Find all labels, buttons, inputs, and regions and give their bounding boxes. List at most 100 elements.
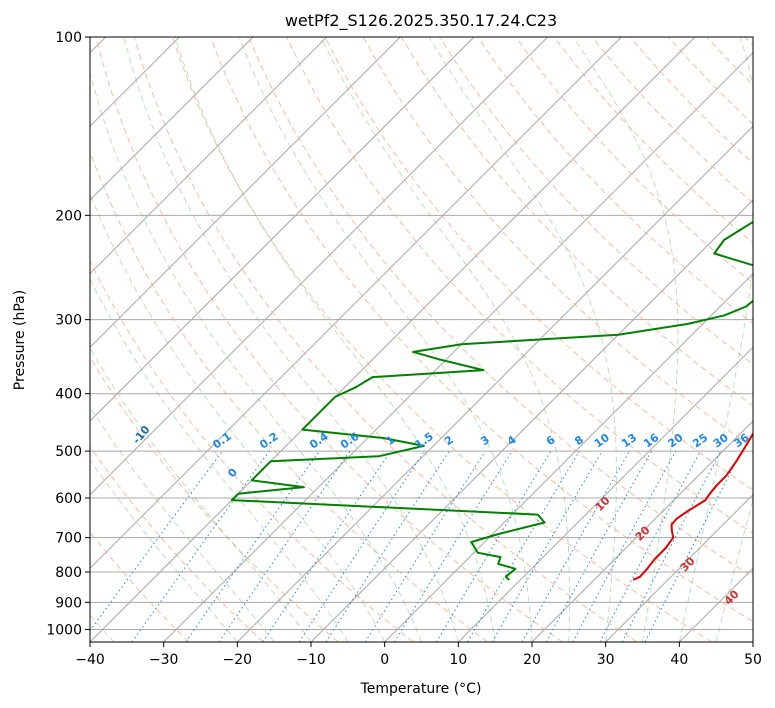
moist-adiabat-line xyxy=(90,347,312,642)
dry-adiabat-line xyxy=(90,150,488,642)
dry-adiabat-line xyxy=(95,37,563,642)
moist-adiabat-line xyxy=(572,37,679,642)
isotherm-line xyxy=(90,37,254,201)
mixing-ratio-label: 10 xyxy=(592,431,612,451)
x-tick-label: 50 xyxy=(744,652,762,668)
mixing-ratio-line xyxy=(185,450,320,642)
isotherm-line xyxy=(531,420,753,642)
dry-adiabats xyxy=(90,37,753,642)
isotherm-line xyxy=(163,51,753,642)
mixing-ratio-line xyxy=(131,450,270,642)
skewed-isotherms xyxy=(90,37,753,642)
mixing-ratio-line xyxy=(218,450,351,642)
mixing-ratio-line xyxy=(298,450,425,642)
chart-title: wetPf2_S126.2025.350.17.24.C23 xyxy=(285,11,557,31)
dry-adiabat-label: -10 xyxy=(130,423,153,447)
x-axis-label: Temperature (°C) xyxy=(360,681,482,697)
dry-adiabat-line xyxy=(90,531,190,642)
dry-adiabat-line xyxy=(210,37,753,623)
mixing-ratio-line xyxy=(393,450,513,642)
mixing-ratio-line xyxy=(599,450,701,642)
moist-adiabat-line xyxy=(90,192,386,642)
dry-adiabat-line xyxy=(706,37,753,86)
mixing-ratio-label: 13 xyxy=(619,431,639,450)
mixing-ratio-line xyxy=(262,450,392,642)
y-tick-label: 1000 xyxy=(46,622,82,638)
moist-adiabat-line xyxy=(678,37,753,642)
isotherm-line xyxy=(457,346,753,642)
mixing-ratio-line xyxy=(644,450,743,642)
dry-adiabat-line xyxy=(133,37,638,642)
y-axis-ticks: 100 200 300 400 500 600 700 800 900 1000 xyxy=(46,30,90,638)
mixing-ratio-line xyxy=(364,450,486,642)
mixing-ratio-label: 30 xyxy=(711,431,731,451)
sounding-profiles xyxy=(230,220,753,581)
mixing-ratio-label: 8 xyxy=(572,433,586,448)
isotherm-line xyxy=(605,493,753,642)
dry-adiabat-line xyxy=(90,445,264,642)
x-tick-label: 0 xyxy=(380,652,389,668)
dry-adiabat-line xyxy=(286,37,753,534)
x-tick-label: −30 xyxy=(149,652,179,668)
moist-adiabat-line xyxy=(174,37,496,642)
mixing-ratio-label: 3 xyxy=(478,433,492,448)
moist-adiabat-line xyxy=(90,278,349,642)
y-axis-label: Pressure (hPa) xyxy=(12,290,28,390)
mixing-ratio-line xyxy=(467,450,580,642)
x-tick-label: −20 xyxy=(223,652,253,668)
y-tick-label: 500 xyxy=(55,444,82,460)
moist-adiabat-label: 40 xyxy=(722,587,742,607)
dry-adiabat-line xyxy=(438,37,753,366)
y-tick-label: 200 xyxy=(55,208,82,224)
x-axis-ticks: −40 −30 −20 −10 0 10 20 30 40 50 xyxy=(75,642,762,668)
moist-adiabat-line xyxy=(90,459,238,642)
mixing-ratio-label: 0.1 xyxy=(210,430,233,452)
isotherm-line xyxy=(90,37,622,570)
moist-adiabat-line xyxy=(238,37,533,642)
isotherm-line xyxy=(90,37,401,349)
dewpoint-profile xyxy=(230,220,753,581)
x-tick-label: 10 xyxy=(449,652,467,668)
mixing-ratio-label: 6 xyxy=(544,433,558,448)
mixing-ratio-line xyxy=(572,450,677,642)
mixing-ratio-label: 36 xyxy=(732,431,752,451)
mixing-ratio-label: 20 xyxy=(666,431,686,451)
x-tick-label: −10 xyxy=(296,652,326,668)
dry-adiabat-line xyxy=(90,356,339,642)
mixing-ratio-line xyxy=(435,450,552,642)
plot-frame xyxy=(89,36,754,643)
isotherm-line xyxy=(236,125,753,642)
moist-adiabat-line xyxy=(90,406,275,642)
moist-adiabat-label: 10 xyxy=(593,494,613,514)
moist-adiabats xyxy=(90,37,753,642)
moist-adiabat-line xyxy=(90,70,422,642)
mixing-ratio-label: 2 xyxy=(442,433,456,448)
dry-adiabat-line xyxy=(553,37,753,244)
mixing-ratio-line xyxy=(521,450,630,642)
y-tick-label: 700 xyxy=(55,531,82,547)
moist-adiabat-line xyxy=(123,37,459,642)
dry-adiabat-line xyxy=(171,37,712,642)
plot-area: 0.10.20.40.611.52346810131620253036-100-… xyxy=(90,37,753,642)
moist-adiabat-line xyxy=(428,37,617,642)
dry-adiabat-line xyxy=(515,37,753,284)
dry-adiabat-line xyxy=(324,37,753,491)
y-tick-label: 900 xyxy=(55,595,82,611)
y-tick-label: 800 xyxy=(55,565,82,581)
x-tick-label: 20 xyxy=(523,652,541,668)
mixing-ratio-lines xyxy=(90,450,743,642)
isotherm-line xyxy=(90,37,696,642)
x-tick-label: −40 xyxy=(75,652,105,668)
isotherm-line xyxy=(384,272,753,642)
mixing-ratio-label: 16 xyxy=(641,431,661,451)
mixing-ratio-label: 0.2 xyxy=(257,430,280,452)
mixing-ratio-line xyxy=(325,450,450,642)
moist-adiabat-line xyxy=(715,497,753,642)
y-tick-label: 300 xyxy=(55,313,82,329)
y-tick-label: 400 xyxy=(55,387,82,403)
x-tick-label: 40 xyxy=(670,652,688,668)
isotherm-line xyxy=(752,641,753,642)
isotherm-line xyxy=(90,37,549,496)
moist-adiabat-line xyxy=(320,37,571,642)
